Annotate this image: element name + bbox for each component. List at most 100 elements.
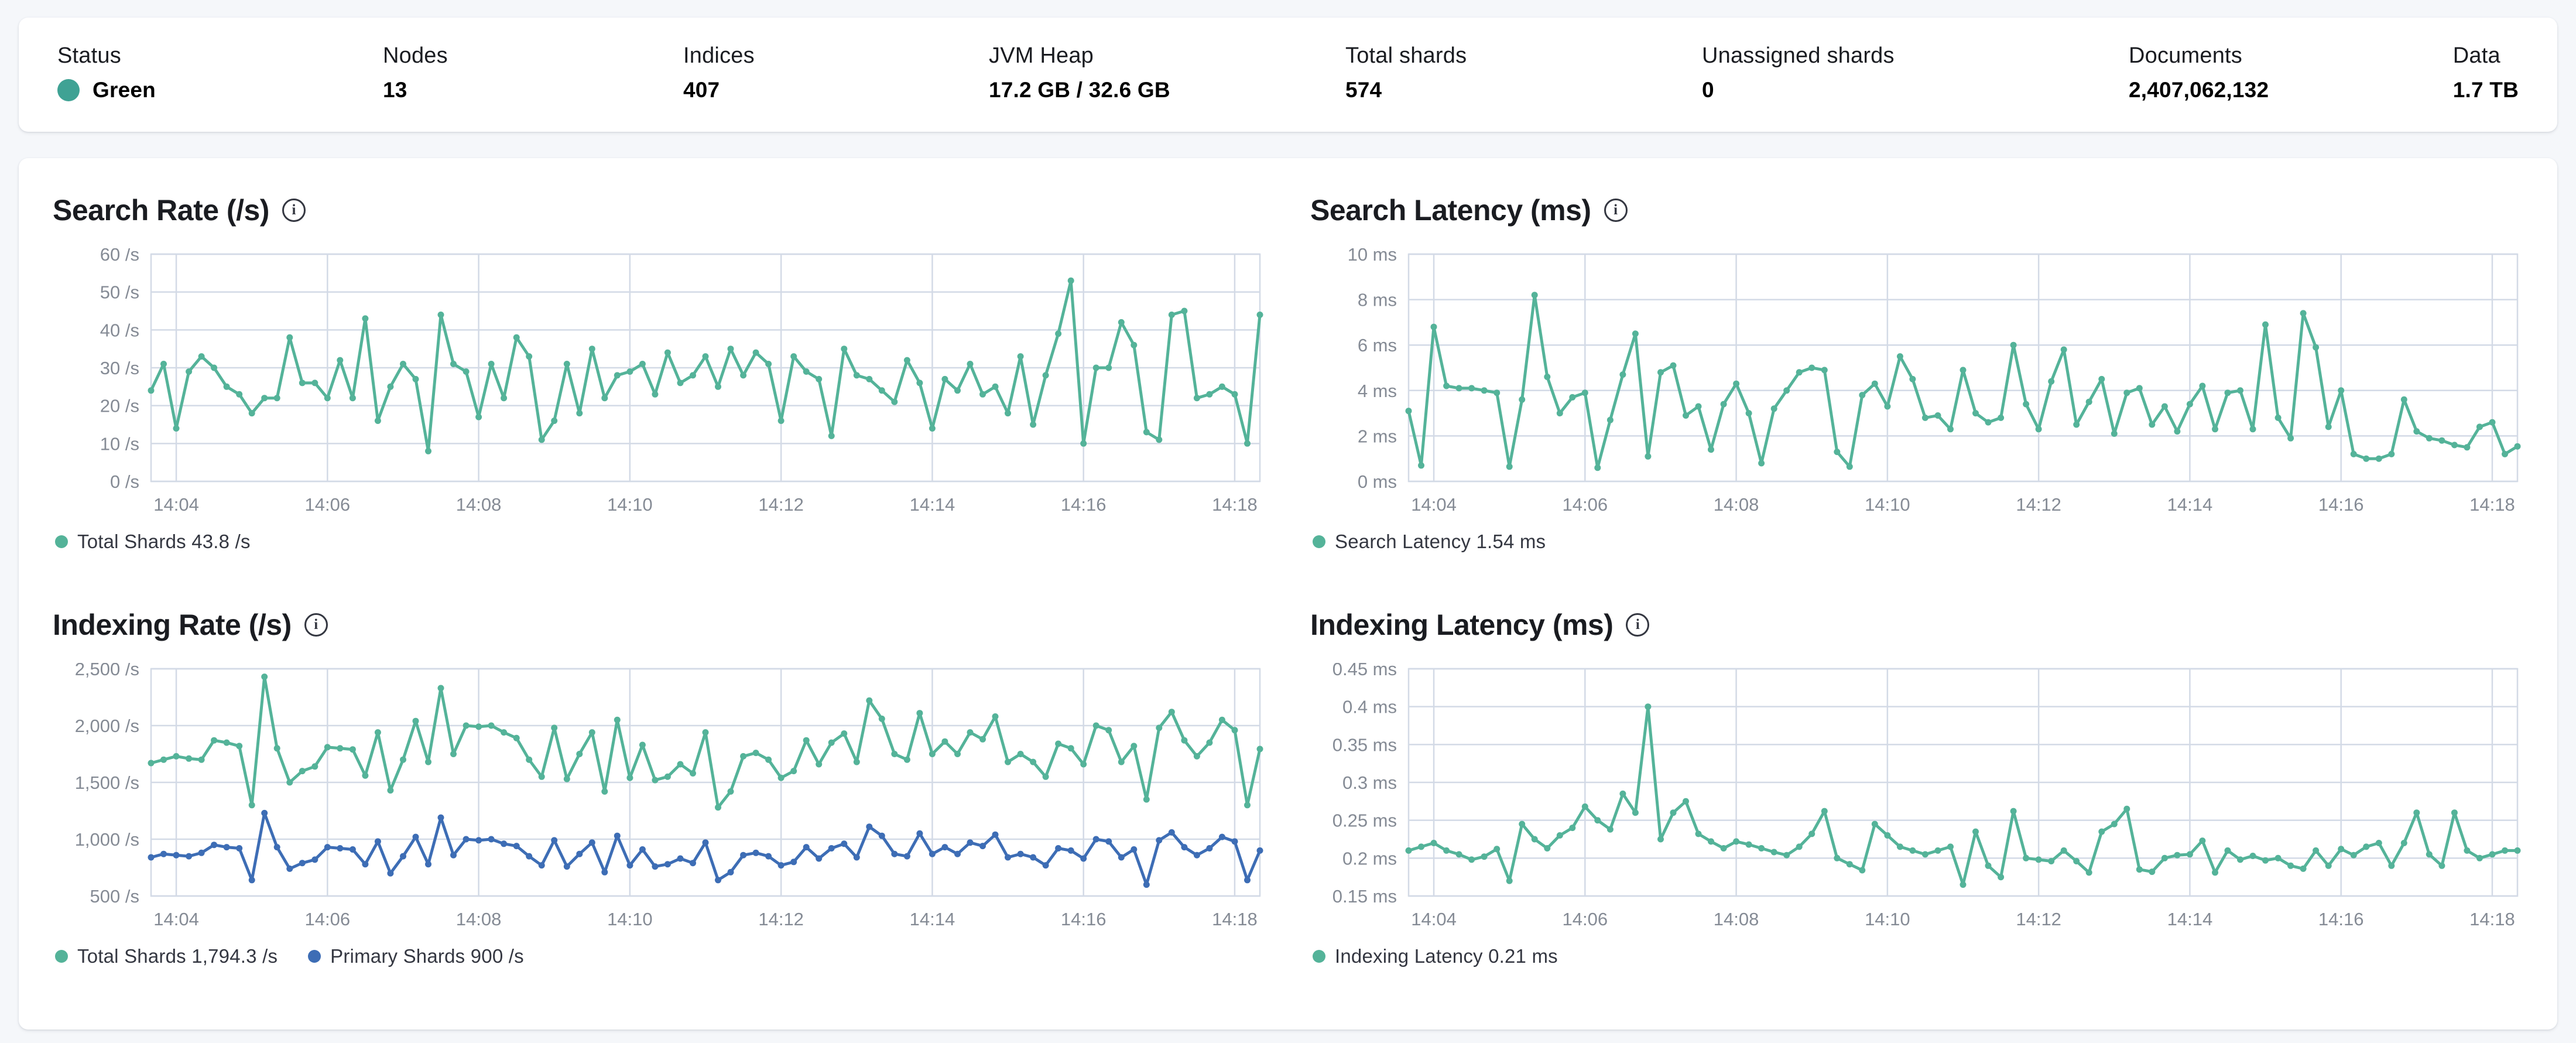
svg-text:60 /s: 60 /s <box>100 248 139 265</box>
chart-indexing-rate-plot[interactable]: 500 /s 1,000 /s 1,500 /s 2,000 /s 2,500 /s 14… <box>53 663 1266 931</box>
svg-text:8 ms: 8 ms <box>1358 290 1397 310</box>
svg-text:0 /s: 0 /s <box>110 471 139 492</box>
svg-text:10 ms: 10 ms <box>1348 248 1397 265</box>
svg-text:2,000 /s: 2,000 /s <box>75 716 139 736</box>
info-icon[interactable]: i <box>282 199 306 222</box>
svg-text:14:16: 14:16 <box>2318 494 2364 515</box>
svg-text:14:16: 14:16 <box>2318 909 2364 929</box>
svg-text:2,500 /s: 2,500 /s <box>75 663 139 679</box>
svg-text:50 /s: 50 /s <box>100 282 139 303</box>
svg-text:14:04: 14:04 <box>153 494 199 515</box>
legend-item-indexing-latency[interactable]: Indexing Latency 0.21 ms <box>1313 945 1558 967</box>
svg-text:14:08: 14:08 <box>1714 494 1759 515</box>
chart-indexing-latency-title: Indexing Latency (ms) <box>1310 608 1614 641</box>
svg-text:0.35 ms: 0.35 ms <box>1332 734 1397 755</box>
stat-jvm-heap-value: 17.2 GB / 32.6 GB <box>989 78 1170 102</box>
info-icon[interactable]: i <box>1604 199 1628 222</box>
legend-dot-icon <box>1313 950 1325 963</box>
stat-data-label: Data <box>2452 43 2500 68</box>
stat-jvm-heap: JVM Heap 17.2 GB / 32.6 GB <box>989 43 1345 102</box>
svg-text:0.25 ms: 0.25 ms <box>1332 811 1397 831</box>
svg-text:4 ms: 4 ms <box>1358 381 1397 401</box>
stat-status: Status Green <box>57 43 383 102</box>
chart-search-rate-title: Search Rate (/s) <box>53 194 269 227</box>
svg-text:14:10: 14:10 <box>1865 494 1910 515</box>
svg-text:2 ms: 2 ms <box>1358 426 1397 446</box>
svg-text:1,000 /s: 1,000 /s <box>75 829 139 850</box>
chart-indexing-latency: Indexing Latency (ms) i 0.15 ms 0.2 ms 0.2… <box>1310 607 2523 967</box>
stat-documents-label: Documents <box>2129 43 2242 68</box>
svg-text:14:10: 14:10 <box>607 494 653 515</box>
chart-search-latency-title: Search Latency (ms) <box>1310 194 1591 227</box>
svg-text:20 /s: 20 /s <box>100 396 139 416</box>
stat-unassigned-shards-label: Unassigned shards <box>1702 43 1895 68</box>
svg-text:500 /s: 500 /s <box>90 886 139 907</box>
info-icon[interactable]: i <box>1626 613 1650 637</box>
stat-total-shards: Total shards 574 <box>1345 43 1702 102</box>
svg-text:0.4 ms: 0.4 ms <box>1342 697 1397 717</box>
stat-status-value: Green <box>93 78 156 102</box>
metrics-panel: Search Rate (/s) i 0 /s 10 /s 20 /s 30 /s 40… <box>19 158 2557 1030</box>
svg-text:14:16: 14:16 <box>1061 909 1107 929</box>
svg-text:14:16: 14:16 <box>1061 494 1107 515</box>
legend-dot-icon <box>1313 535 1325 548</box>
svg-text:14:12: 14:12 <box>2016 909 2061 929</box>
chart-search-latency: Search Latency (ms) i 0 ms 2 ms 4 ms 6 ms 8 … <box>1310 192 2523 553</box>
chart-search-rate-plot[interactable]: 0 /s 10 /s 20 /s 30 /s 40 /s 50 /s 60 /s 14:04 1… <box>53 248 1266 517</box>
svg-text:6 ms: 6 ms <box>1358 335 1397 355</box>
svg-text:14:10: 14:10 <box>1865 909 1910 929</box>
stat-documents-value: 2,407,062,132 <box>2129 78 2269 102</box>
health-status-dot <box>57 79 80 101</box>
stat-data-value: 1.7 TB <box>2452 78 2519 102</box>
chart-search-rate: Search Rate (/s) i 0 /s 10 /s 20 /s 30 /s 40… <box>53 192 1266 553</box>
svg-text:0.45 ms: 0.45 ms <box>1332 663 1397 679</box>
legend-label: Primary Shards 900 /s <box>330 945 524 967</box>
legend-label: Search Latency 1.54 ms <box>1335 531 1546 552</box>
legend-item-primary-shards[interactable]: Primary Shards 900 /s <box>308 945 524 967</box>
legend-label: Total Shards 1,794.3 /s <box>77 945 278 967</box>
legend-dot-icon <box>55 535 68 548</box>
legend-item-total-shards[interactable]: Total Shards 43.8 /s <box>55 531 251 553</box>
chart-indexing-rate-title: Indexing Rate (/s) <box>53 608 292 641</box>
svg-text:14:18: 14:18 <box>2469 494 2515 515</box>
stat-indices-label: Indices <box>683 43 755 68</box>
svg-text:14:08: 14:08 <box>456 494 502 515</box>
svg-text:40 /s: 40 /s <box>100 320 139 340</box>
svg-text:14:18: 14:18 <box>2469 909 2515 929</box>
stat-total-shards-label: Total shards <box>1345 43 1467 68</box>
svg-text:14:04: 14:04 <box>1411 494 1457 515</box>
svg-text:14:14: 14:14 <box>2167 494 2213 515</box>
stat-jvm-heap-label: JVM Heap <box>989 43 1094 68</box>
svg-text:14:10: 14:10 <box>607 909 653 929</box>
svg-text:0.15 ms: 0.15 ms <box>1332 886 1397 907</box>
stat-indices-value: 407 <box>683 78 720 102</box>
stat-unassigned-shards: Unassigned shards 0 <box>1702 43 2129 102</box>
stat-total-shards-value: 574 <box>1345 78 1382 102</box>
info-icon[interactable]: i <box>304 613 328 637</box>
svg-text:14:12: 14:12 <box>758 909 804 929</box>
stat-unassigned-shards-value: 0 <box>1702 78 1714 102</box>
svg-text:14:12: 14:12 <box>758 494 804 515</box>
legend-item-total-shards[interactable]: Total Shards 1,794.3 /s <box>55 945 278 967</box>
legend-item-search-latency[interactable]: Search Latency 1.54 ms <box>1313 531 1546 553</box>
cluster-status-bar: Status Green Nodes 13 Indices 407 JVM He… <box>19 18 2557 132</box>
svg-text:14:18: 14:18 <box>1212 909 1258 929</box>
legend-dot-icon <box>55 950 68 963</box>
chart-search-latency-plot[interactable]: 0 ms 2 ms 4 ms 6 ms 8 ms 10 ms 14:04 14:06 14:08… <box>1310 248 2523 517</box>
stat-nodes: Nodes 13 <box>383 43 683 102</box>
stat-nodes-value: 13 <box>383 78 407 102</box>
svg-text:14:06: 14:06 <box>1563 494 1608 515</box>
svg-text:14:04: 14:04 <box>1411 909 1457 929</box>
svg-text:14:08: 14:08 <box>456 909 502 929</box>
chart-indexing-latency-plot[interactable]: 0.15 ms 0.2 ms 0.25 ms 0.3 ms 0.35 ms 0.4 ms 0… <box>1310 663 2523 931</box>
chart-indexing-rate: Indexing Rate (/s) i 500 /s 1,000 /s 1,500… <box>53 607 1266 967</box>
svg-text:30 /s: 30 /s <box>100 358 139 378</box>
svg-text:14:06: 14:06 <box>305 494 351 515</box>
svg-text:0.3 ms: 0.3 ms <box>1342 772 1397 793</box>
legend-label: Total Shards 43.8 /s <box>77 531 251 552</box>
svg-text:14:18: 14:18 <box>1212 494 1258 515</box>
stat-nodes-label: Nodes <box>383 43 448 68</box>
svg-text:14:04: 14:04 <box>153 909 199 929</box>
svg-text:14:14: 14:14 <box>910 494 955 515</box>
svg-text:1,500 /s: 1,500 /s <box>75 772 139 793</box>
